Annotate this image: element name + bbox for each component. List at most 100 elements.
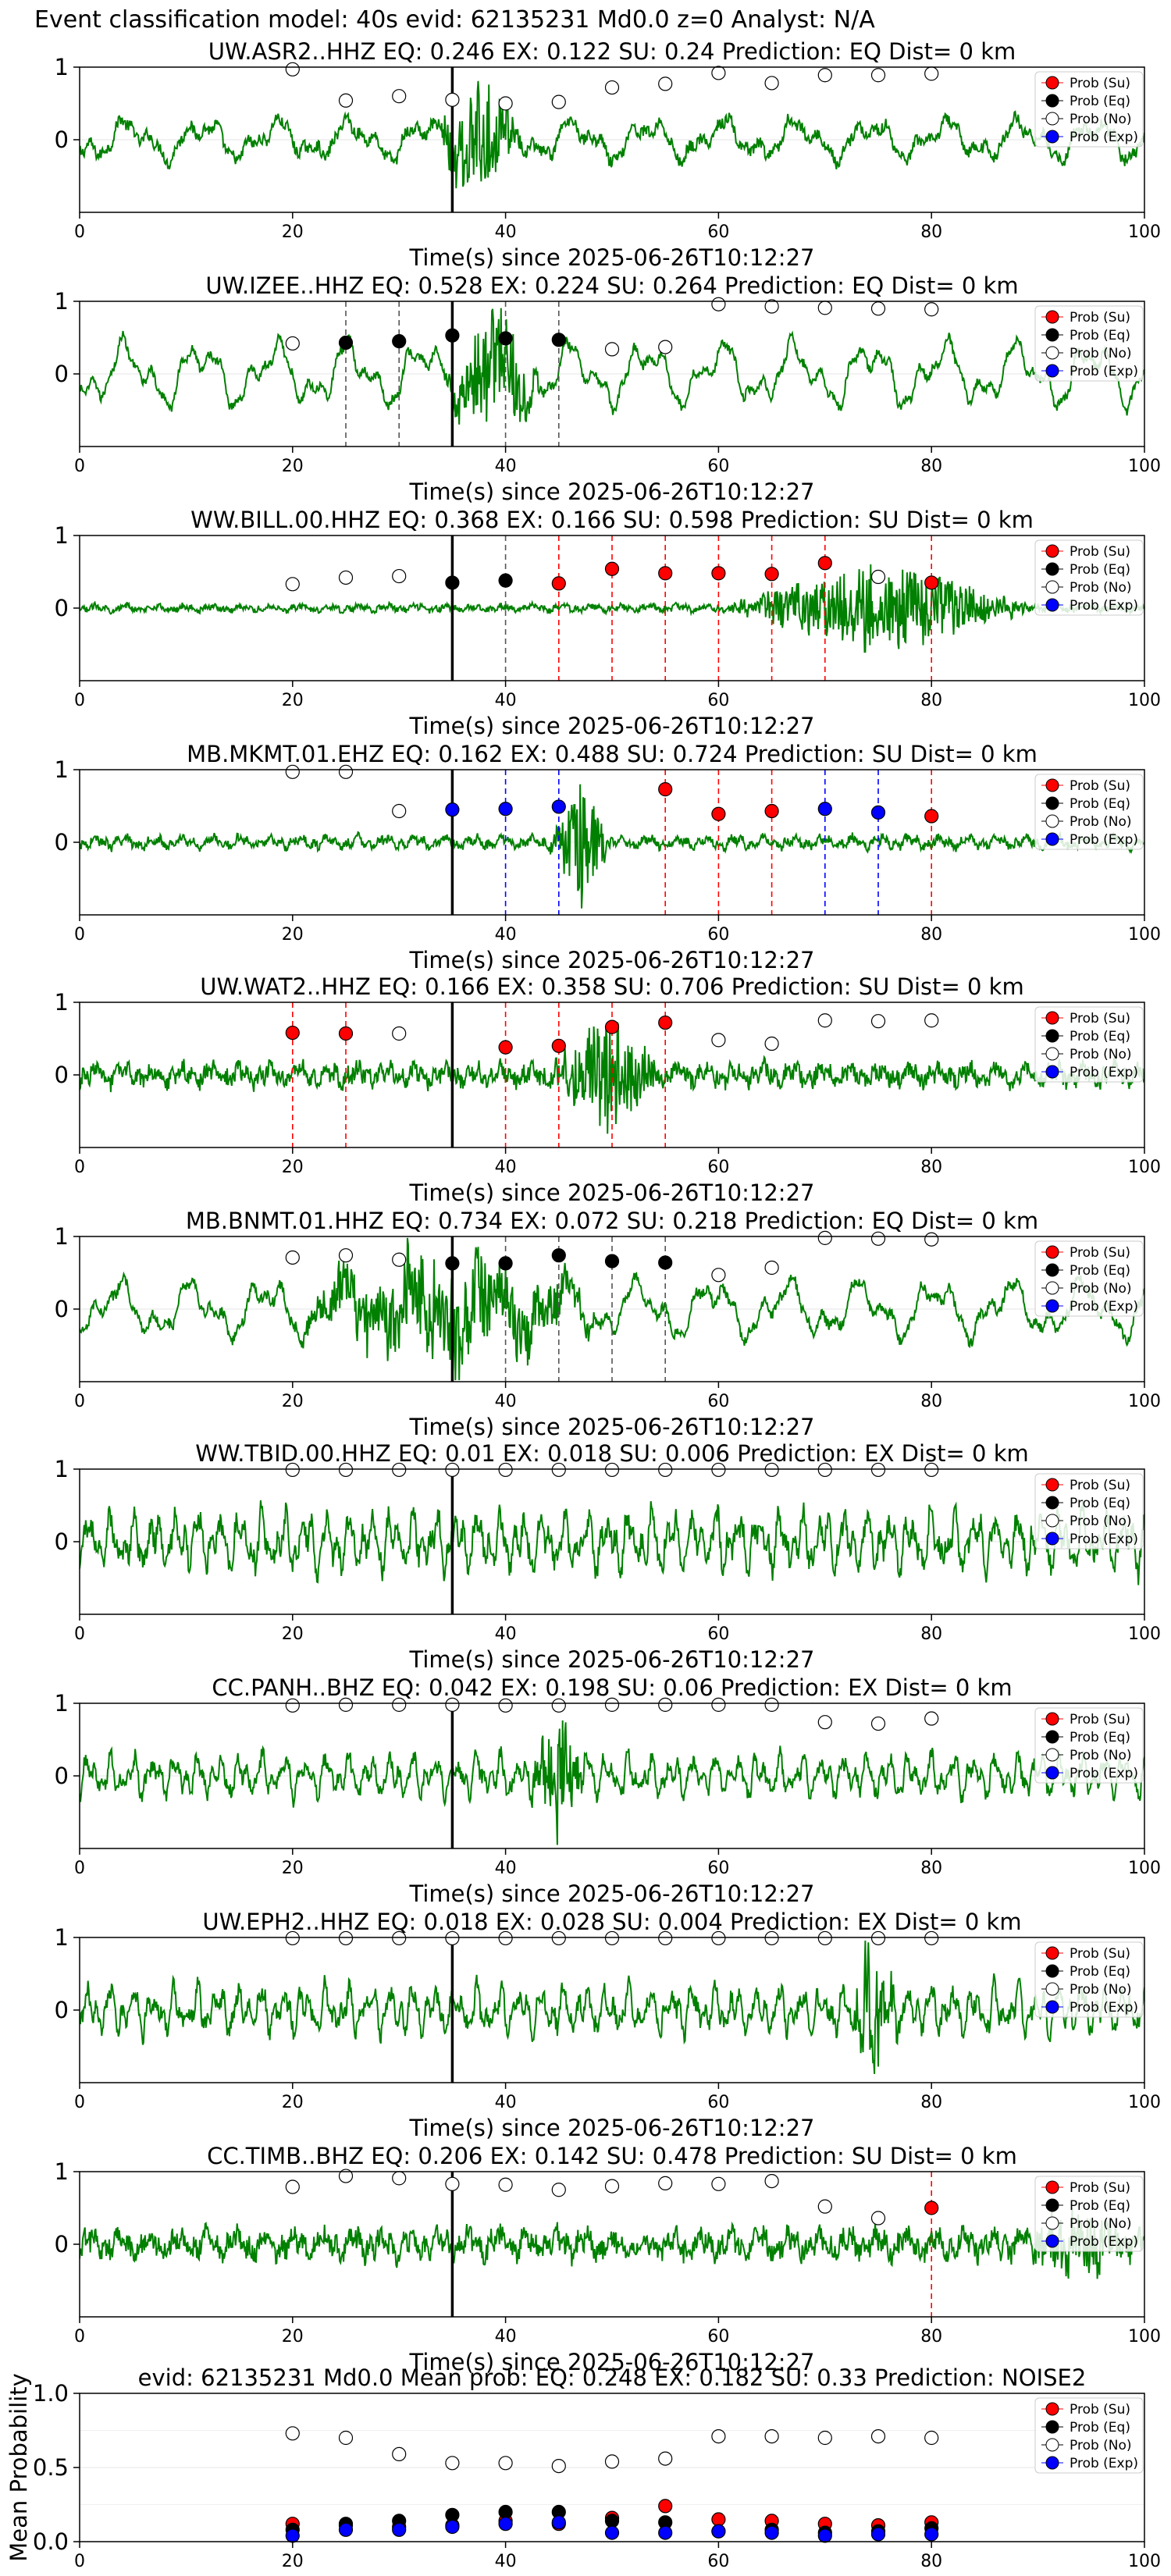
prob-point-su — [604, 561, 620, 576]
station-panel-6: WW.TBID.00.HHZ EQ: 0.01 EX: 0.018 SU: 0.… — [55, 1440, 1161, 1673]
legend-marker — [1045, 814, 1059, 828]
prob-point-no — [445, 1697, 460, 1712]
panel-title: WW.TBID.00.HHZ EQ: 0.01 EX: 0.018 SU: 0.… — [195, 1440, 1029, 1467]
prob-point-no — [924, 2430, 939, 2446]
station-panel-7: CC.PANH..BHZ EQ: 0.042 EX: 0.198 SU: 0.0… — [55, 1674, 1161, 1907]
panel-title: MB.BNMT.01.HHZ EQ: 0.734 EX: 0.072 SU: 0… — [186, 1208, 1038, 1234]
x-tick-label: 20 — [282, 1624, 304, 1644]
legend-marker — [1045, 598, 1059, 612]
prob-point-no — [711, 2176, 726, 2191]
prob-point-no — [764, 2429, 779, 2444]
legend-marker — [1045, 778, 1059, 792]
prob-point-no — [870, 2429, 886, 2444]
y-tick-label: 1 — [55, 1690, 69, 1717]
x-tick-label: 40 — [495, 2327, 517, 2347]
legend-label: Prob (No) — [1070, 112, 1132, 127]
legend-marker — [1045, 130, 1059, 144]
x-tick-label: 100 — [1128, 925, 1161, 945]
x-tick-label: 40 — [495, 2093, 517, 2112]
prob-point-exp — [498, 802, 513, 817]
x-tick-label: 60 — [707, 925, 729, 945]
prob-point-no — [924, 1462, 939, 1478]
legend-label: Prob (Eq) — [1070, 1730, 1130, 1745]
prob-point-no — [870, 1462, 886, 1478]
y-tick-label: 1 — [55, 288, 69, 315]
prob-point-no — [392, 1462, 407, 1478]
station-panel-8: UW.EPH2..HHZ EQ: 0.018 EX: 0.028 SU: 0.0… — [55, 1909, 1161, 2141]
legend-label: Prob (Eq) — [1070, 1496, 1130, 1511]
prob-point-exp — [551, 2515, 566, 2530]
prob-point-su — [551, 576, 566, 591]
prob-point-no — [551, 2183, 566, 2197]
legend-marker — [1045, 1245, 1059, 1259]
x-tick-label: 100 — [1128, 1158, 1161, 1177]
x-tick-label: 80 — [920, 1859, 942, 1878]
x-axis-label: Time(s) since 2025-06-26T10:12:27 — [409, 479, 815, 505]
legend-marker — [1045, 1065, 1059, 1079]
prob-point-no — [764, 1462, 779, 1478]
prob-point-no — [870, 301, 886, 316]
x-tick-label: 20 — [282, 222, 304, 242]
legend-marker — [1045, 1532, 1059, 1546]
prob-point-exp — [392, 2522, 407, 2537]
legend-marker — [1045, 328, 1059, 342]
station-panel-9: CC.TIMB..BHZ EQ: 0.206 EX: 0.142 SU: 0.4… — [55, 2143, 1161, 2375]
x-tick-label: 0 — [74, 2552, 85, 2571]
station-panel-5: MB.BNMT.01.HHZ EQ: 0.734 EX: 0.072 SU: 0… — [55, 1208, 1161, 1440]
prob-point-eq — [338, 335, 354, 350]
prob-point-no — [445, 2176, 460, 2191]
x-tick-label: 0 — [74, 1392, 85, 1411]
prob-point-exp — [604, 2525, 620, 2540]
prob-point-no — [924, 1930, 939, 1946]
y-tick-label: 1 — [55, 1924, 69, 1951]
waveform-trace — [80, 2208, 1144, 2279]
x-tick-label: 40 — [495, 1158, 517, 1177]
legend-marker — [1045, 112, 1059, 126]
prob-point-exp — [498, 2517, 513, 2532]
legend-label: Prob (Eq) — [1070, 2420, 1130, 2435]
prob-point-no — [817, 68, 832, 83]
legend-label: Prob (No) — [1070, 1514, 1132, 1529]
prob-point-eq — [445, 2507, 460, 2522]
prob-point-no — [711, 66, 726, 80]
prob-point-no — [604, 1930, 620, 1946]
prob-point-su — [924, 2201, 939, 2215]
legend-marker — [1045, 346, 1059, 360]
prob-point-eq — [551, 1248, 566, 1263]
y-tick-label: 0.0 — [33, 2528, 69, 2555]
legend-box — [1034, 2397, 1144, 2474]
prob-point-no — [817, 1930, 832, 1946]
legend-label: Prob (Exp) — [1070, 1065, 1138, 1080]
prob-point-exp — [445, 2519, 460, 2535]
x-axis-label: Time(s) since 2025-06-26T10:12:27 — [409, 2349, 815, 2375]
prob-point-exp — [870, 805, 886, 820]
waveform-trace — [80, 1940, 1144, 2074]
x-tick-label: 100 — [1128, 222, 1161, 242]
legend-label: Prob (Eq) — [1070, 1964, 1130, 1980]
prob-point-no — [817, 2199, 832, 2214]
prob-point-no — [392, 1026, 407, 1041]
x-tick-label: 0 — [74, 222, 85, 242]
legend-label: Prob (Su) — [1070, 544, 1130, 560]
y-tick-label: 0 — [55, 595, 69, 621]
legend-marker — [1045, 1982, 1059, 1996]
prob-point-no — [392, 2171, 407, 2186]
prob-point-no — [658, 2176, 673, 2190]
x-tick-label: 40 — [495, 222, 517, 242]
prob-point-no — [658, 1930, 673, 1946]
prob-point-no — [338, 1697, 354, 1712]
x-tick-label: 80 — [920, 222, 942, 242]
x-axis-label: Time(s) since 2025-06-26T10:12:27 — [409, 713, 815, 739]
prob-point-no — [338, 1462, 354, 1478]
prob-point-eq — [445, 328, 460, 343]
y-tick-label: 0 — [55, 126, 69, 153]
prob-point-no — [711, 1268, 726, 1283]
prob-point-su — [924, 809, 939, 824]
prob-point-no — [604, 2454, 620, 2469]
prob-point-no — [870, 1930, 886, 1946]
x-tick-label: 20 — [282, 925, 304, 945]
prob-point-no — [658, 1462, 673, 1478]
prob-point-no — [817, 301, 832, 315]
legend-label: Prob (Su) — [1070, 310, 1130, 326]
x-tick-label: 80 — [920, 2327, 942, 2347]
